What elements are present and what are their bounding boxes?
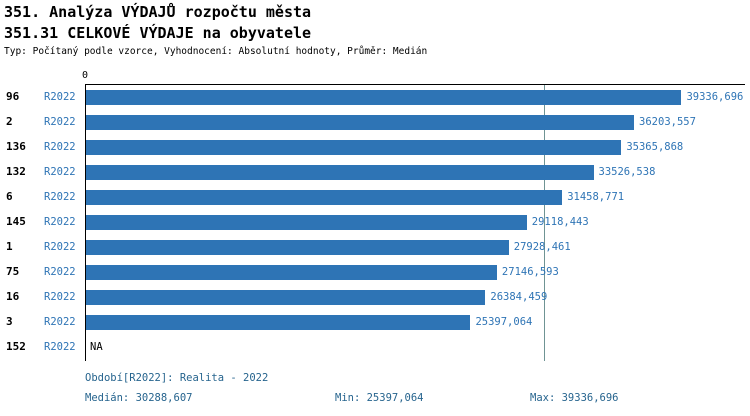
chart-row: 1 R2022 27928,461 xyxy=(0,235,750,260)
row-code-label: 2 xyxy=(6,115,13,128)
row-period-label: R2022 xyxy=(44,316,76,328)
chart-row: 96 R2022 39336,696 xyxy=(0,85,750,110)
chart-row: 16 R2022 26384,459 xyxy=(0,285,750,310)
row-period-label: R2022 xyxy=(44,91,76,103)
chart-row: 152 R2022 NA xyxy=(0,335,750,360)
row-code-label: 136 xyxy=(6,140,26,153)
chart-rows: 96 R2022 39336,696 2 R2022 36203,557 136 R2022 3… xyxy=(0,85,750,362)
chart-row: 6 R2022 31458,771 xyxy=(0,185,750,210)
chart-row: 136 R2022 35365,868 xyxy=(0,135,750,160)
min-stat: Min: 25397,064 xyxy=(335,392,424,404)
chart-row: 145 R2022 29118,443 xyxy=(0,210,750,235)
value-label: 35365,868 xyxy=(626,141,684,153)
value-bar xyxy=(86,290,486,305)
row-period-label: R2022 xyxy=(44,166,76,178)
value-bar xyxy=(86,215,527,230)
value-bar xyxy=(86,190,563,205)
row-period-label: R2022 xyxy=(44,191,76,203)
median-line xyxy=(544,85,546,361)
value-label: 26384,459 xyxy=(490,291,548,303)
row-period-label: R2022 xyxy=(44,116,76,128)
value-bar xyxy=(86,140,622,155)
value-label: 31458,771 xyxy=(567,191,625,203)
value-label: 36203,557 xyxy=(639,116,696,128)
row-code-label: 132 xyxy=(6,165,26,178)
row-period-label: R2022 xyxy=(44,291,76,303)
page-subtitle: 351.31 CELKOVÉ VÝDAJE na obyvatele xyxy=(4,24,312,42)
row-code-label: 145 xyxy=(6,215,26,228)
value-label: 27928,461 xyxy=(513,241,571,253)
value-bar xyxy=(86,265,497,280)
row-period-label: R2022 xyxy=(44,216,76,228)
period-label: Období[R2022]: Realita - 2022 xyxy=(85,372,269,384)
value-label: 27146,593 xyxy=(501,266,559,278)
value-label: 29118,443 xyxy=(531,216,589,228)
row-code-label: 16 xyxy=(6,290,20,303)
chart-row: 75 R2022 27146,593 xyxy=(0,260,750,285)
x-axis-zero-label: 0 xyxy=(81,70,89,81)
value-bar xyxy=(86,90,682,105)
chart-row: 132 R2022 33526,538 xyxy=(0,160,750,185)
row-code-label: 1 xyxy=(6,240,13,253)
plot-area xyxy=(85,84,745,361)
max-stat: Max: 39336,696 xyxy=(530,392,619,404)
chart-row: 2 R2022 36203,557 xyxy=(0,110,750,135)
value-label: 33526,538 xyxy=(598,166,656,178)
row-period-label: R2022 xyxy=(44,241,76,253)
value-label: 25397,064 xyxy=(475,316,533,328)
value-bar xyxy=(86,165,594,180)
row-code-label: 96 xyxy=(6,90,20,103)
row-code-label: 152 xyxy=(6,340,26,353)
value-bar xyxy=(86,240,509,255)
median-stat: Medián: 30288,607 xyxy=(85,392,193,404)
row-code-label: 75 xyxy=(6,265,20,278)
row-code-label: 6 xyxy=(6,190,13,203)
value-bar xyxy=(86,315,471,330)
value-na-label: NA xyxy=(90,341,103,353)
value-label: 39336,696 xyxy=(686,91,744,103)
row-code-label: 3 xyxy=(6,315,13,328)
row-period-label: R2022 xyxy=(44,266,76,278)
page-title: 351. Analýza VÝDAJŮ rozpočtu města xyxy=(4,3,312,21)
row-period-label: R2022 xyxy=(44,341,76,353)
row-period-label: R2022 xyxy=(44,141,76,153)
chart-row: 3 R2022 25397,064 xyxy=(0,310,750,335)
bar-chart: 0 96 R2022 39336,696 2 R2022 36203,557 136 R202… xyxy=(0,70,750,362)
report-settings-line: Typ: Počítaný podle vzorce, Vyhodnocení:… xyxy=(4,46,428,57)
value-bar xyxy=(86,115,635,130)
